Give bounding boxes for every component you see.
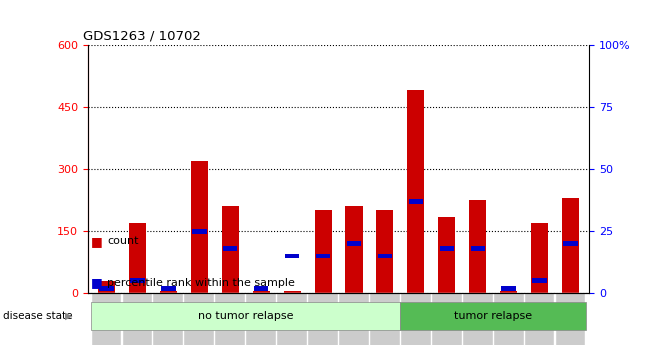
Bar: [409, 199, 423, 204]
FancyBboxPatch shape: [400, 302, 586, 330]
Bar: [316, 254, 330, 258]
FancyBboxPatch shape: [122, 293, 152, 345]
FancyBboxPatch shape: [401, 293, 431, 345]
FancyBboxPatch shape: [154, 293, 183, 345]
Bar: [253, 291, 270, 293]
Bar: [314, 210, 331, 293]
Bar: [563, 241, 578, 246]
Bar: [378, 254, 392, 258]
Bar: [98, 281, 115, 293]
Bar: [254, 286, 268, 291]
Text: ■: ■: [91, 276, 103, 289]
FancyBboxPatch shape: [308, 293, 338, 345]
Bar: [501, 286, 516, 291]
FancyBboxPatch shape: [556, 293, 585, 345]
Bar: [99, 286, 114, 291]
FancyBboxPatch shape: [463, 293, 493, 345]
Bar: [533, 278, 547, 283]
FancyBboxPatch shape: [184, 293, 214, 345]
FancyBboxPatch shape: [494, 293, 523, 345]
Bar: [161, 286, 176, 291]
Bar: [129, 223, 146, 293]
Bar: [439, 246, 454, 251]
Bar: [192, 229, 206, 234]
Bar: [285, 254, 299, 258]
Text: ■: ■: [91, 235, 103, 248]
Bar: [469, 200, 486, 293]
Text: tumor relapse: tumor relapse: [454, 311, 533, 321]
Bar: [222, 206, 239, 293]
Bar: [284, 291, 301, 293]
Bar: [376, 210, 393, 293]
FancyBboxPatch shape: [339, 293, 369, 345]
Bar: [531, 223, 548, 293]
Text: ▶: ▶: [65, 311, 73, 321]
Bar: [438, 217, 455, 293]
FancyBboxPatch shape: [246, 293, 276, 345]
Bar: [346, 206, 363, 293]
FancyBboxPatch shape: [277, 293, 307, 345]
Text: count: count: [107, 237, 139, 246]
Bar: [500, 291, 517, 293]
FancyBboxPatch shape: [525, 293, 555, 345]
FancyBboxPatch shape: [92, 293, 121, 345]
Text: no tumor relapse: no tumor relapse: [198, 311, 294, 321]
FancyBboxPatch shape: [215, 293, 245, 345]
Bar: [408, 90, 424, 293]
FancyBboxPatch shape: [370, 293, 400, 345]
Bar: [347, 241, 361, 246]
Bar: [160, 291, 177, 293]
FancyBboxPatch shape: [432, 293, 462, 345]
Bar: [223, 246, 238, 251]
Text: percentile rank within the sample: percentile rank within the sample: [107, 278, 296, 288]
Bar: [191, 161, 208, 293]
Bar: [130, 278, 145, 283]
Bar: [471, 246, 485, 251]
FancyBboxPatch shape: [91, 302, 400, 330]
Text: disease state: disease state: [3, 311, 73, 321]
Text: GDS1263 / 10702: GDS1263 / 10702: [83, 29, 201, 42]
Bar: [562, 198, 579, 293]
